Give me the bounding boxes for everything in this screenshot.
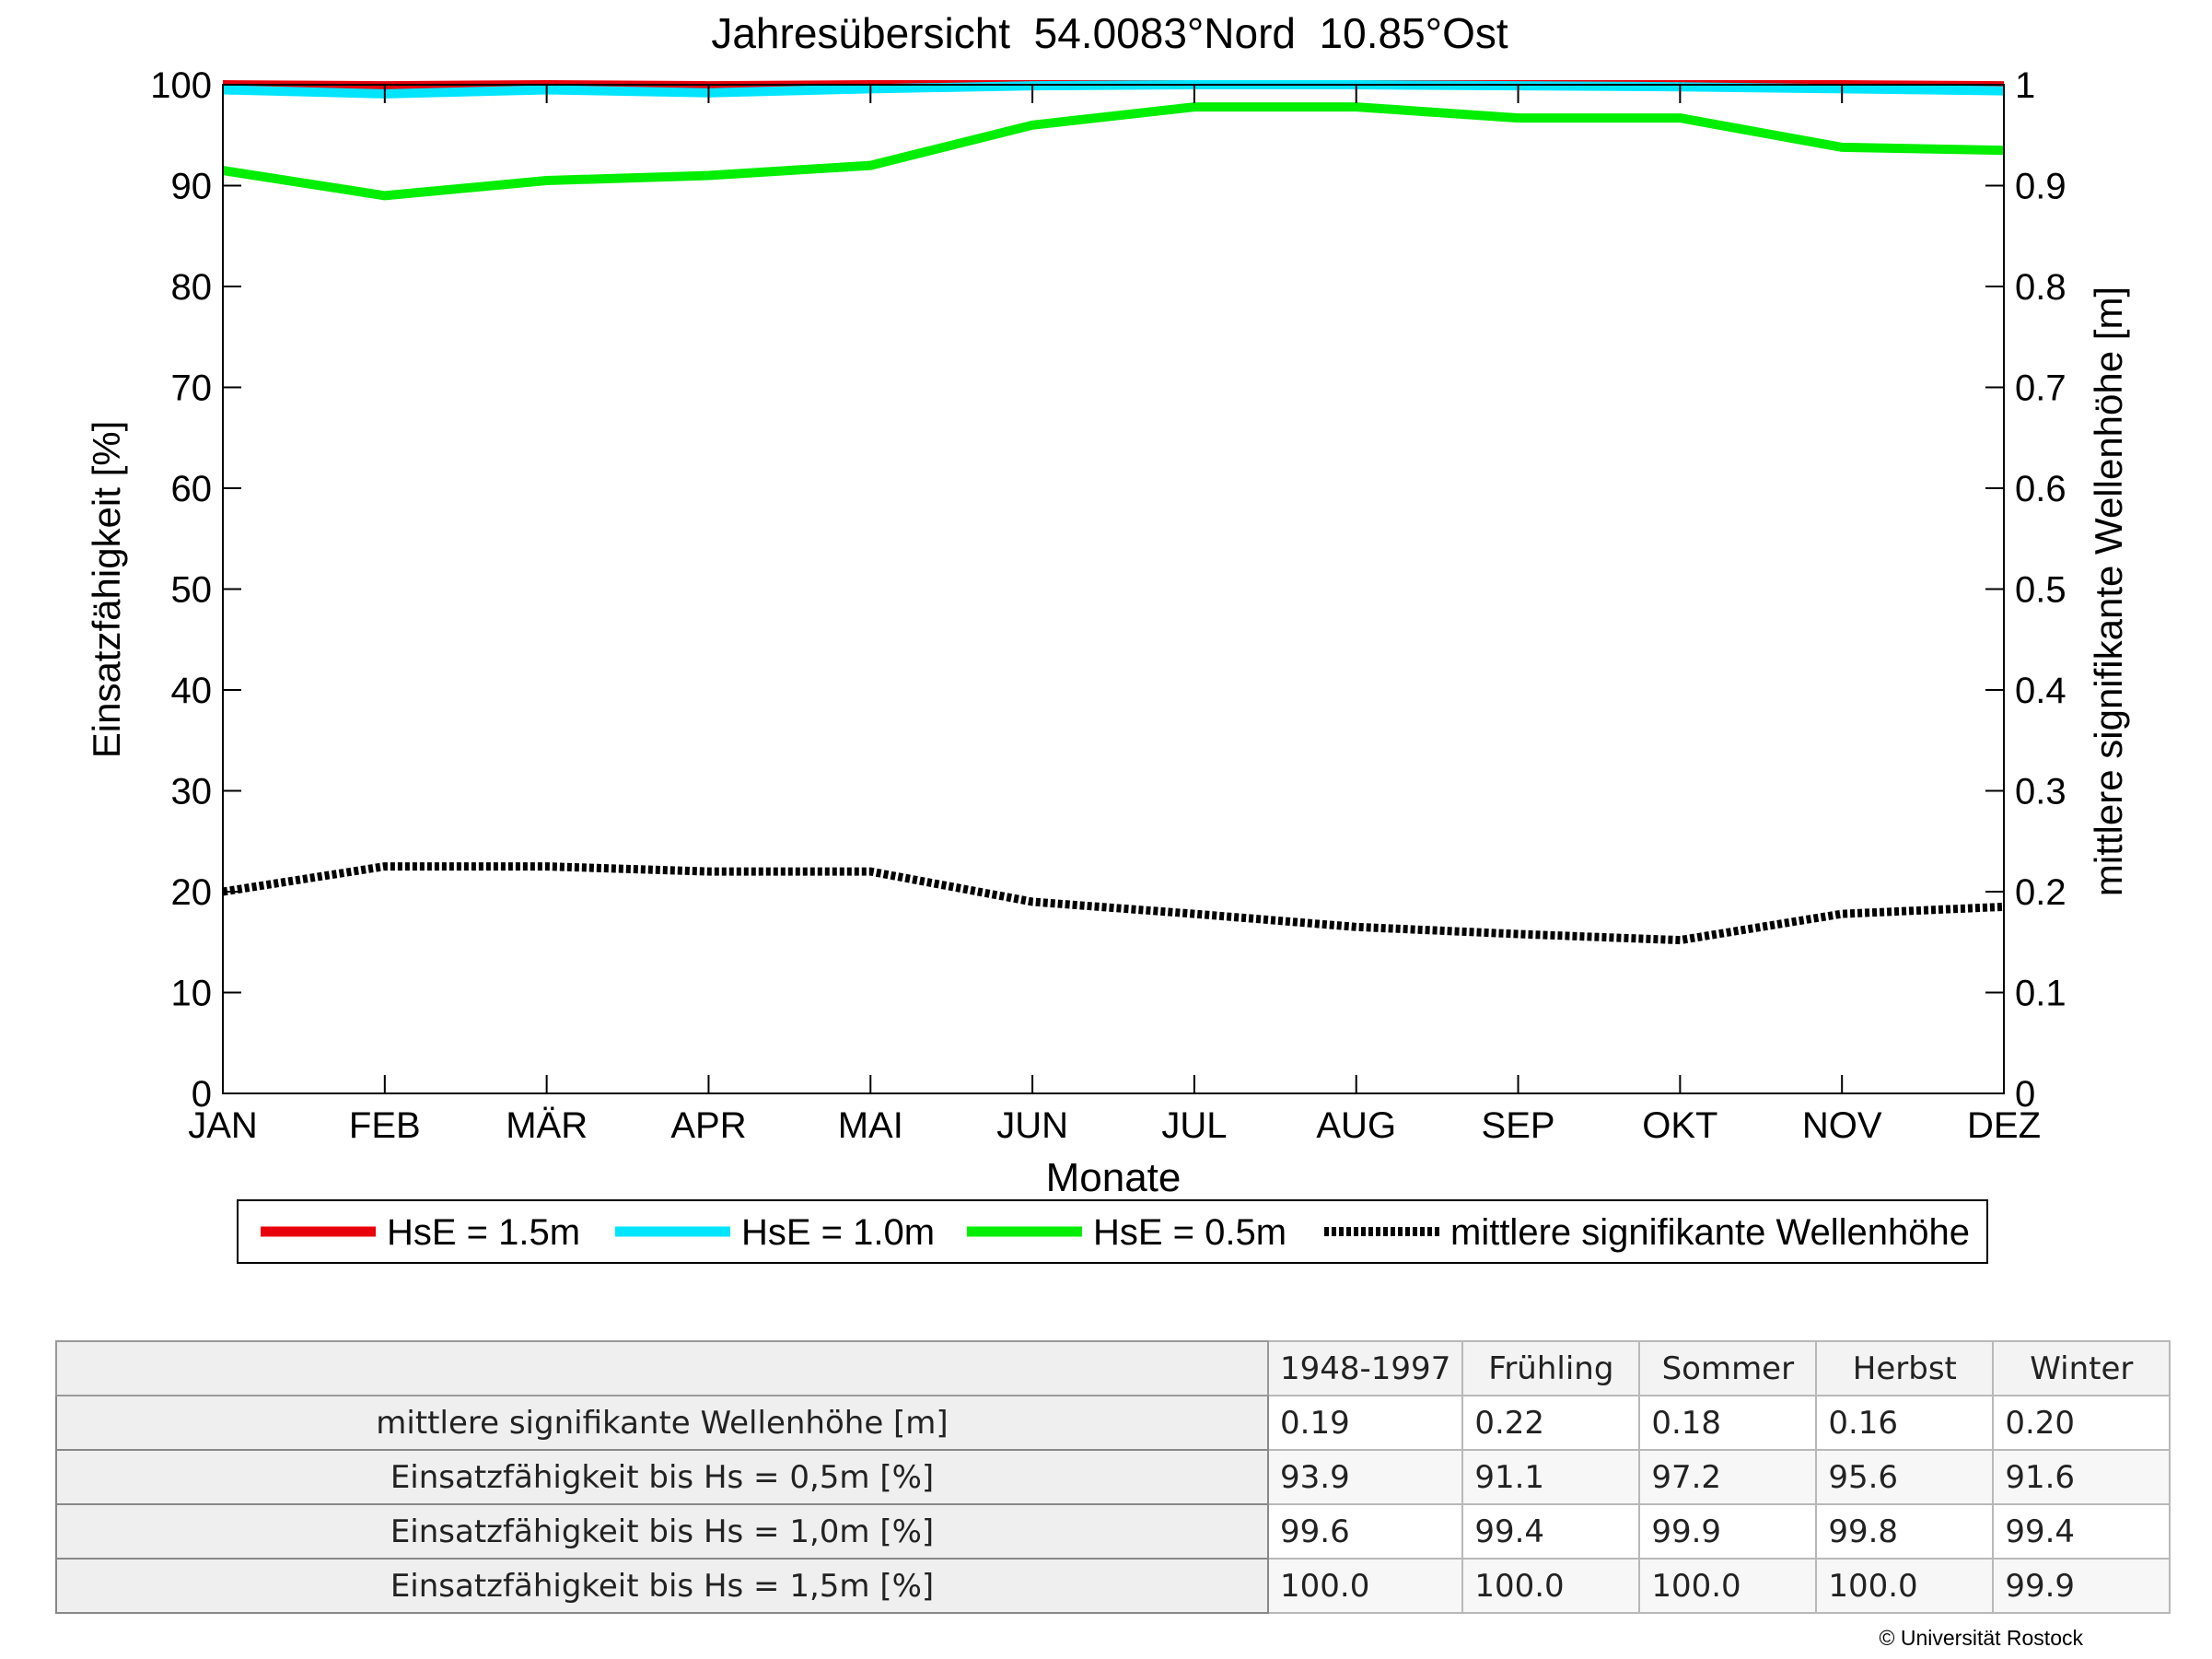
table-row-label: mittlere signifikante Wellenhöhe [m]: [55, 1395, 1269, 1451]
x-tick-label: JAN: [188, 1105, 258, 1146]
y-tick-label-right: 0.8: [2015, 267, 2066, 308]
x-tick-label: AUG: [1316, 1105, 1396, 1146]
table-row: mittlere signifikante Wellenhöhe [m] 0.1…: [55, 1395, 2171, 1451]
x-tick-label: DEZ: [1967, 1105, 2041, 1146]
table-cell: 99.4: [1992, 1503, 2171, 1560]
table-header-summer: Sommer: [1638, 1340, 1818, 1396]
y-tick-label-right: 0.9: [2015, 167, 2066, 207]
y-tick-label-right: 0.4: [2015, 671, 2066, 711]
table-cell: 99.9: [1992, 1558, 2171, 1614]
table-cell: 91.1: [1461, 1449, 1641, 1505]
legend-label-3: HsE = 0.5m: [1093, 1212, 1286, 1253]
table-row: Einsatzfähigkeit bis Hs = 1,0m [%] 99.6 …: [55, 1503, 2171, 1560]
y-tick-label-left: 30: [171, 772, 213, 812]
table-row: Einsatzfähigkeit bis Hs = 0,5m [%] 93.9 …: [55, 1449, 2171, 1505]
table-cell: 91.6: [1992, 1449, 2171, 1505]
x-tick-label: APR: [670, 1105, 746, 1146]
table-cell: 95.6: [1815, 1449, 1995, 1505]
summary-table: 1948-1997 Frühling Sommer Herbst Winter …: [55, 1340, 2171, 1614]
table-header-autumn: Herbst: [1815, 1340, 1995, 1396]
table-cell: 100.0: [1638, 1558, 1818, 1614]
y-tick-label-right: 0.7: [2015, 368, 2066, 409]
y-tick-label-left: 70: [171, 368, 213, 409]
table-cell: 0.16: [1815, 1395, 1995, 1451]
y-tick-label-right: 0.5: [2015, 570, 2066, 611]
table-cell: 100.0: [1815, 1558, 1995, 1614]
x-tick-label: JUN: [996, 1105, 1068, 1146]
table-cell: 100.0: [1461, 1558, 1641, 1614]
x-tick-label: FEB: [349, 1105, 421, 1146]
chart-title: Jahresübersicht 54.0083°Nord 10.85°Ost: [711, 9, 1508, 57]
legend-label-1: HsE = 1.5m: [387, 1212, 580, 1253]
table-cell: 0.18: [1638, 1395, 1818, 1451]
y-tick-label-left: 50: [171, 570, 213, 611]
x-tick-label: MÄR: [506, 1105, 588, 1146]
y-tick-label-left: 60: [171, 469, 213, 509]
table-header-spring: Frühling: [1461, 1340, 1641, 1396]
legend-label-2: HsE = 1.0m: [741, 1212, 935, 1253]
y-tick-label-left: 20: [171, 872, 213, 913]
series-line-3: [222, 102, 2005, 201]
table-cell: 99.9: [1638, 1503, 1818, 1560]
annual-overview-chart: Jahresübersicht 54.0083°Nord 10.85°Ost J…: [85, 9, 2130, 1264]
table-row: Einsatzfähigkeit bis Hs = 1,5m [%] 100.0…: [55, 1558, 2171, 1614]
table-cell: 99.6: [1266, 1503, 1464, 1560]
table-header-row: 1948-1997 Frühling Sommer Herbst Winter: [55, 1340, 2171, 1396]
y-tick-label-right: 0: [2015, 1074, 2035, 1115]
table-cell: 93.9: [1266, 1449, 1464, 1505]
y-axis-left-label: Einsatzfähigkeit [%]: [85, 421, 128, 759]
y-tick-label-left: 10: [171, 974, 213, 1014]
x-tick-label: JUL: [1161, 1105, 1227, 1146]
x-tick-label: SEP: [1482, 1105, 1555, 1146]
table-cell: 99.4: [1461, 1503, 1641, 1560]
y-tick-label-left: 0: [192, 1074, 212, 1115]
x-axis-label: Monate: [1046, 1155, 1182, 1200]
y-tick-label-left: 90: [171, 167, 213, 207]
x-tick-label: OKT: [1642, 1105, 1717, 1146]
y-tick-label-right: 0.6: [2015, 469, 2066, 509]
table-row-label: Einsatzfähigkeit bis Hs = 1,0m [%]: [55, 1503, 1269, 1560]
copyright-notice: © Universität Rostock: [1879, 1626, 2083, 1650]
table-cell: 0.20: [1992, 1395, 2171, 1451]
series-line-4: [222, 862, 2005, 945]
y-tick-label-right: 0.2: [2015, 872, 2066, 913]
y-tick-label-left: 100: [150, 65, 212, 106]
table-corner-cell: [55, 1340, 1269, 1396]
table-row-label: Einsatzfähigkeit bis Hs = 1,5m [%]: [55, 1558, 1269, 1614]
y-tick-label-right: 0.1: [2015, 974, 2066, 1014]
table-cell: 100.0: [1266, 1558, 1464, 1614]
plot-frame: [222, 84, 2005, 1094]
table-header-winter: Winter: [1992, 1340, 2171, 1396]
table-cell: 99.8: [1815, 1503, 1995, 1560]
legend-label-4: mittlere signifikante Wellenhöhe: [1450, 1212, 1970, 1253]
legend: HsE = 1.5m HsE = 1.0m HsE = 0.5m mittlere s…: [237, 1199, 1988, 1264]
y-tick-label-right: 1: [2015, 65, 2035, 106]
table-cell: 97.2: [1638, 1449, 1818, 1505]
y-tick-label-left: 40: [171, 671, 213, 711]
y-tick-label-right: 0.3: [2015, 772, 2066, 812]
table-cell: 0.19: [1266, 1395, 1464, 1451]
x-tick-label: NOV: [1802, 1105, 1882, 1146]
y-axis-right-label: mittlere signifikante Wellenhöhe [m]: [2087, 286, 2130, 896]
legend-box: [237, 1199, 1988, 1264]
x-tick-label: MAI: [838, 1105, 903, 1146]
y-tick-label-left: 80: [171, 267, 213, 308]
table-cell: 0.22: [1461, 1395, 1641, 1451]
table-row-label: Einsatzfähigkeit bis Hs = 0,5m [%]: [55, 1449, 1269, 1505]
table-header-period: 1948-1997: [1266, 1340, 1464, 1396]
